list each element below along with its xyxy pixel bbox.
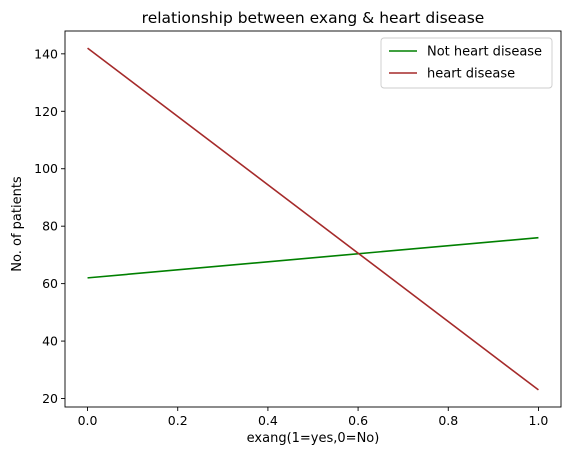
- plot-frame: [64, 30, 562, 408]
- x-tick-label: 0.8: [438, 413, 458, 428]
- y-tick-label: 20: [42, 391, 58, 406]
- chart-title: relationship between exang & heart disea…: [142, 9, 485, 27]
- x-tick-label: 0.4: [258, 413, 278, 428]
- y-tick-label: 80: [42, 219, 58, 234]
- x-tick-label: 1.0: [529, 413, 549, 428]
- x-tick-label: 0.0: [78, 413, 98, 428]
- legend-box: [380, 37, 553, 89]
- legend-label-1: heart disease: [427, 67, 515, 82]
- series-line-0: [87, 236, 539, 279]
- y-tick-label: 100: [34, 161, 58, 176]
- y-axis-label: No. of patients: [10, 176, 25, 272]
- legend-label-0: Not heart disease: [427, 45, 542, 60]
- plot-area: 0.0 0.2 0.4 0.6 0.8 1.0 20 40 60 80 100 120 140: [34, 30, 562, 428]
- x-tick-label: 0.2: [168, 413, 188, 428]
- y-tick-label: 140: [34, 46, 58, 61]
- x-axis-label: exang(1=yes,0=No): [247, 431, 380, 446]
- legend: Not heart disease heart disease: [380, 37, 553, 89]
- series-line-1: [87, 47, 539, 391]
- y-tick-label: 120: [34, 104, 58, 119]
- y-tick-label: 40: [42, 334, 58, 349]
- x-tick-label: 0.6: [348, 413, 368, 428]
- y-tick-label: 60: [42, 276, 58, 291]
